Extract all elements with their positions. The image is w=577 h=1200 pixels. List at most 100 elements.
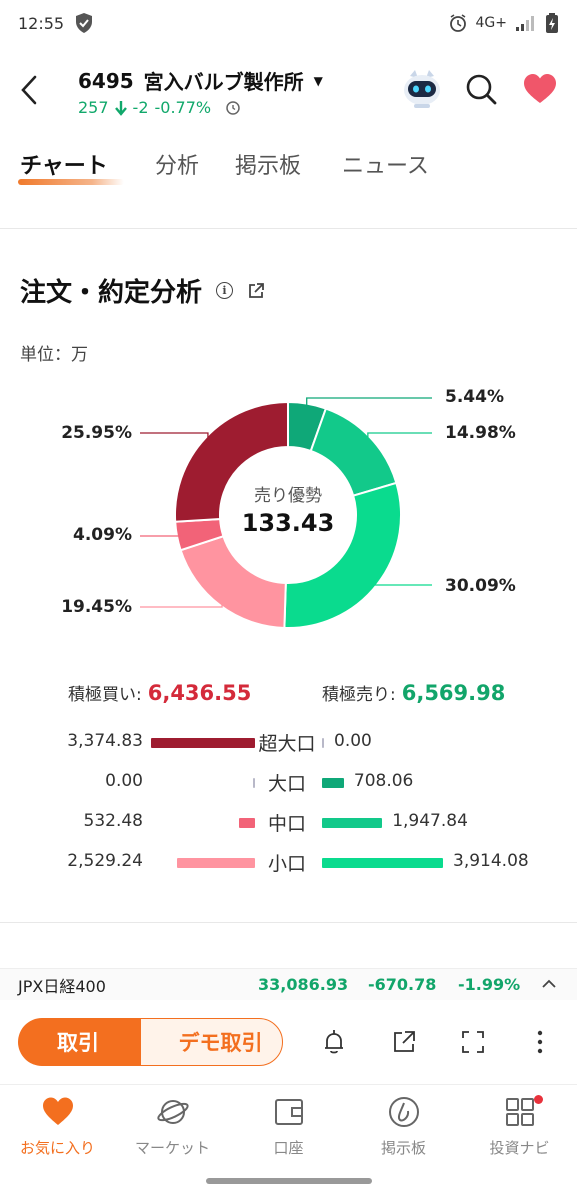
section-header: 注文・約定分析 i bbox=[20, 272, 265, 309]
shield-check-icon bbox=[76, 13, 93, 33]
favorite-heart-icon[interactable] bbox=[522, 72, 558, 106]
back-button[interactable] bbox=[14, 70, 44, 110]
chevron-left-icon bbox=[21, 75, 37, 105]
tab-chart[interactable]: チャート bbox=[20, 154, 108, 179]
donut-slice[interactable] bbox=[179, 534, 287, 629]
buy-value: 3,374.83 bbox=[67, 731, 143, 751]
more-vertical-icon[interactable] bbox=[526, 1028, 554, 1056]
tab-bar: チャート 分析 掲示板 ニュース bbox=[0, 148, 577, 198]
trade-button[interactable]: 取引 bbox=[18, 1018, 158, 1066]
total-sell-value: 6,569.98 bbox=[401, 681, 506, 705]
action-bar: 取引 デモ取引 bbox=[0, 1010, 577, 1076]
index-price: 33,086.93 bbox=[258, 975, 349, 994]
section-divider bbox=[0, 922, 577, 923]
buy-bar bbox=[253, 778, 255, 788]
buy-bar bbox=[238, 818, 255, 828]
donut-chart: 5.44% 14.98% 30.09% 19.45% 4.09% 25.95% bbox=[61, 387, 516, 629]
status-bar: 12:55 4G+ bbox=[0, 0, 577, 46]
total-sell-label: 積極売り: bbox=[322, 685, 396, 705]
nav-label: 掲示板 bbox=[380, 1139, 426, 1157]
network-type: 4G+ bbox=[475, 15, 508, 31]
buy-value: 0.00 bbox=[105, 771, 143, 791]
donut-slice[interactable] bbox=[283, 481, 402, 629]
buy-bar bbox=[177, 858, 255, 868]
nav-favorites[interactable]: お気に入り bbox=[0, 1095, 115, 1159]
stock-change-pct: -0.77% bbox=[154, 98, 212, 117]
stock-quote: 257 -2 -0.77% bbox=[78, 98, 241, 117]
donut-center-value: 133.43 bbox=[241, 509, 335, 537]
slice-label: 19.45% bbox=[61, 597, 132, 617]
sell-bar bbox=[322, 778, 344, 788]
nav-account[interactable]: 口座 bbox=[231, 1095, 346, 1159]
nav-label: マーケット bbox=[134, 1139, 210, 1157]
sell-value: 0.00 bbox=[334, 731, 372, 751]
info-icon[interactable]: i bbox=[216, 282, 234, 299]
grid-icon bbox=[505, 1098, 534, 1126]
nav-board[interactable]: 掲示板 bbox=[346, 1095, 461, 1159]
leader-line bbox=[367, 432, 432, 440]
nav-label: お気に入り bbox=[19, 1139, 95, 1157]
buy-value: 2,529.24 bbox=[67, 851, 143, 871]
category-label: 大口 bbox=[267, 773, 306, 795]
leader-line bbox=[140, 432, 209, 440]
leader-line bbox=[140, 603, 223, 608]
slice-label: 25.95% bbox=[61, 423, 132, 443]
fullscreen-icon[interactable] bbox=[459, 1028, 487, 1056]
notification-badge bbox=[534, 1095, 543, 1104]
alarm-clock-icon bbox=[449, 14, 466, 32]
price-alert-bell-icon[interactable] bbox=[320, 1028, 348, 1056]
stock-selector[interactable]: 6495 宮入バルブ製作所 ▼ bbox=[78, 66, 323, 95]
share-icon[interactable] bbox=[390, 1028, 418, 1056]
status-time: 12:55 bbox=[18, 13, 65, 33]
ai-assistant-robot-icon[interactable] bbox=[400, 66, 444, 110]
nav-label: 投資ナビ bbox=[489, 1139, 550, 1157]
tab-divider bbox=[0, 228, 577, 229]
nav-market[interactable]: マーケット bbox=[115, 1095, 230, 1159]
sell-bar bbox=[322, 818, 383, 828]
order-analysis-donut: 5.44% 14.98% 30.09% 19.45% 4.09% 25.95% 売り優勢 … bbox=[0, 380, 577, 640]
category-label: 中口 bbox=[267, 813, 306, 835]
total-sell: 積極売り: 6,569.98 bbox=[322, 680, 505, 705]
sell-value: 3,914.08 bbox=[453, 851, 529, 871]
demo-trade-button[interactable]: デモ取引 bbox=[140, 1018, 283, 1066]
sell-value: 708.06 bbox=[353, 771, 414, 791]
tab-news[interactable]: ニュース bbox=[342, 154, 429, 179]
index-change-pct: -1.99% bbox=[458, 975, 521, 994]
sell-value: 1,947.84 bbox=[392, 811, 468, 831]
category-label: 超大口 bbox=[258, 733, 316, 755]
sell-bar bbox=[322, 738, 324, 748]
caret-down-icon: ▼ bbox=[313, 73, 323, 88]
total-buy-value: 6,436.55 bbox=[147, 681, 252, 705]
slice-label: 5.44% bbox=[445, 387, 504, 407]
tab-analysis[interactable]: 分析 bbox=[155, 154, 200, 179]
planet-icon bbox=[156, 1100, 189, 1124]
nav-investment-navi[interactable]: 投資ナビ bbox=[462, 1095, 577, 1159]
arrow-down-icon bbox=[114, 100, 127, 116]
slice-label: 30.09% bbox=[445, 576, 516, 596]
index-ticker[interactable]: JPX日経400 33,086.93 -670.78 -1.99% bbox=[0, 968, 577, 1000]
leader-line bbox=[374, 582, 432, 586]
signal-icon bbox=[516, 16, 534, 31]
chevron-up-icon[interactable] bbox=[540, 975, 558, 993]
battery-icon bbox=[546, 13, 558, 33]
tab-active-underline bbox=[18, 179, 124, 185]
search-icon[interactable] bbox=[464, 72, 498, 106]
section-title: 注文・約定分析 bbox=[20, 278, 203, 308]
home-indicator[interactable] bbox=[206, 1178, 372, 1184]
share-icon[interactable] bbox=[247, 282, 265, 300]
tab-board[interactable]: 掲示板 bbox=[235, 154, 302, 179]
index-change: -670.78 bbox=[368, 975, 437, 994]
row-large: 0.00 大口 708.06 bbox=[0, 768, 577, 798]
slice-label: 4.09% bbox=[73, 525, 132, 545]
unit-label: 単位：万 bbox=[20, 345, 88, 365]
donut-center-label: 売り優勢 bbox=[254, 486, 322, 506]
slice-label: 14.98% bbox=[445, 423, 516, 443]
index-name: JPX日経400 bbox=[18, 976, 106, 996]
bottom-navigation: お気に入り マーケット 口座 掲示板 投資ナビ bbox=[0, 1084, 577, 1166]
totals-row: 積極買い: 6,436.55 積極売り: 6,569.98 bbox=[0, 680, 577, 710]
status-right: 4G+ bbox=[448, 12, 560, 34]
board-icon bbox=[388, 1097, 419, 1127]
buy-bar bbox=[151, 738, 255, 748]
stock-code: 6495 bbox=[78, 68, 134, 93]
donut-slice[interactable] bbox=[174, 400, 289, 523]
